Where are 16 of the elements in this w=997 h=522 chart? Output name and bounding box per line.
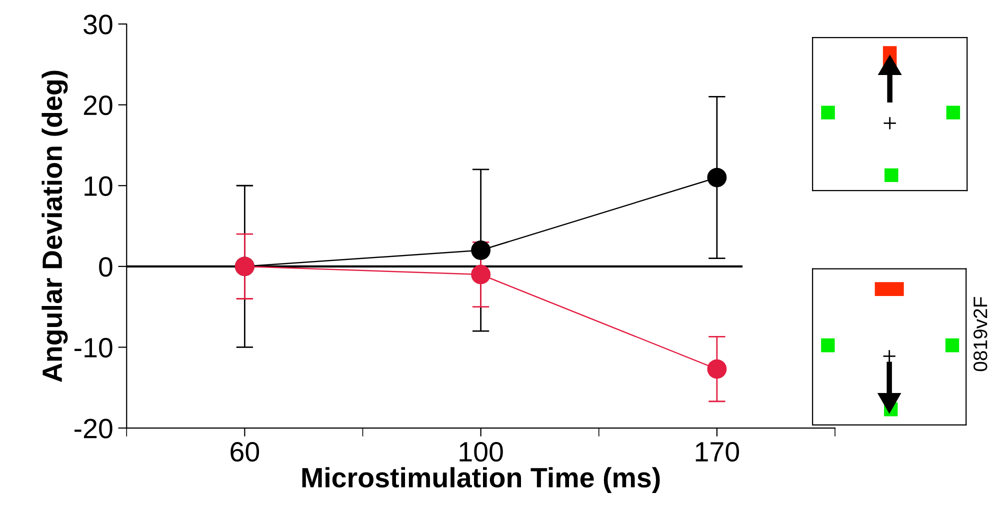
x-tick-label: 60 <box>230 442 260 462</box>
y-tick-label: 30 <box>84 14 112 34</box>
x-tick-label: 170 <box>696 442 740 462</box>
x-tick-label: 100 <box>460 442 503 462</box>
point <box>471 240 491 260</box>
y-tick-label: 0 <box>99 257 112 277</box>
y-axis-title: Angular Deviation (deg) <box>42 70 68 382</box>
text: 0819v2F <box>973 297 988 372</box>
point <box>471 264 491 284</box>
point <box>707 168 727 188</box>
y-tick-label: -20 <box>74 418 112 438</box>
x-axis-title: Microstimulation Time (ms) <box>302 467 660 494</box>
point <box>707 359 727 379</box>
y-tick-label: 20 <box>84 95 112 116</box>
y-tick-label: 10 <box>84 176 112 196</box>
y-tick-label: -10 <box>74 338 112 358</box>
